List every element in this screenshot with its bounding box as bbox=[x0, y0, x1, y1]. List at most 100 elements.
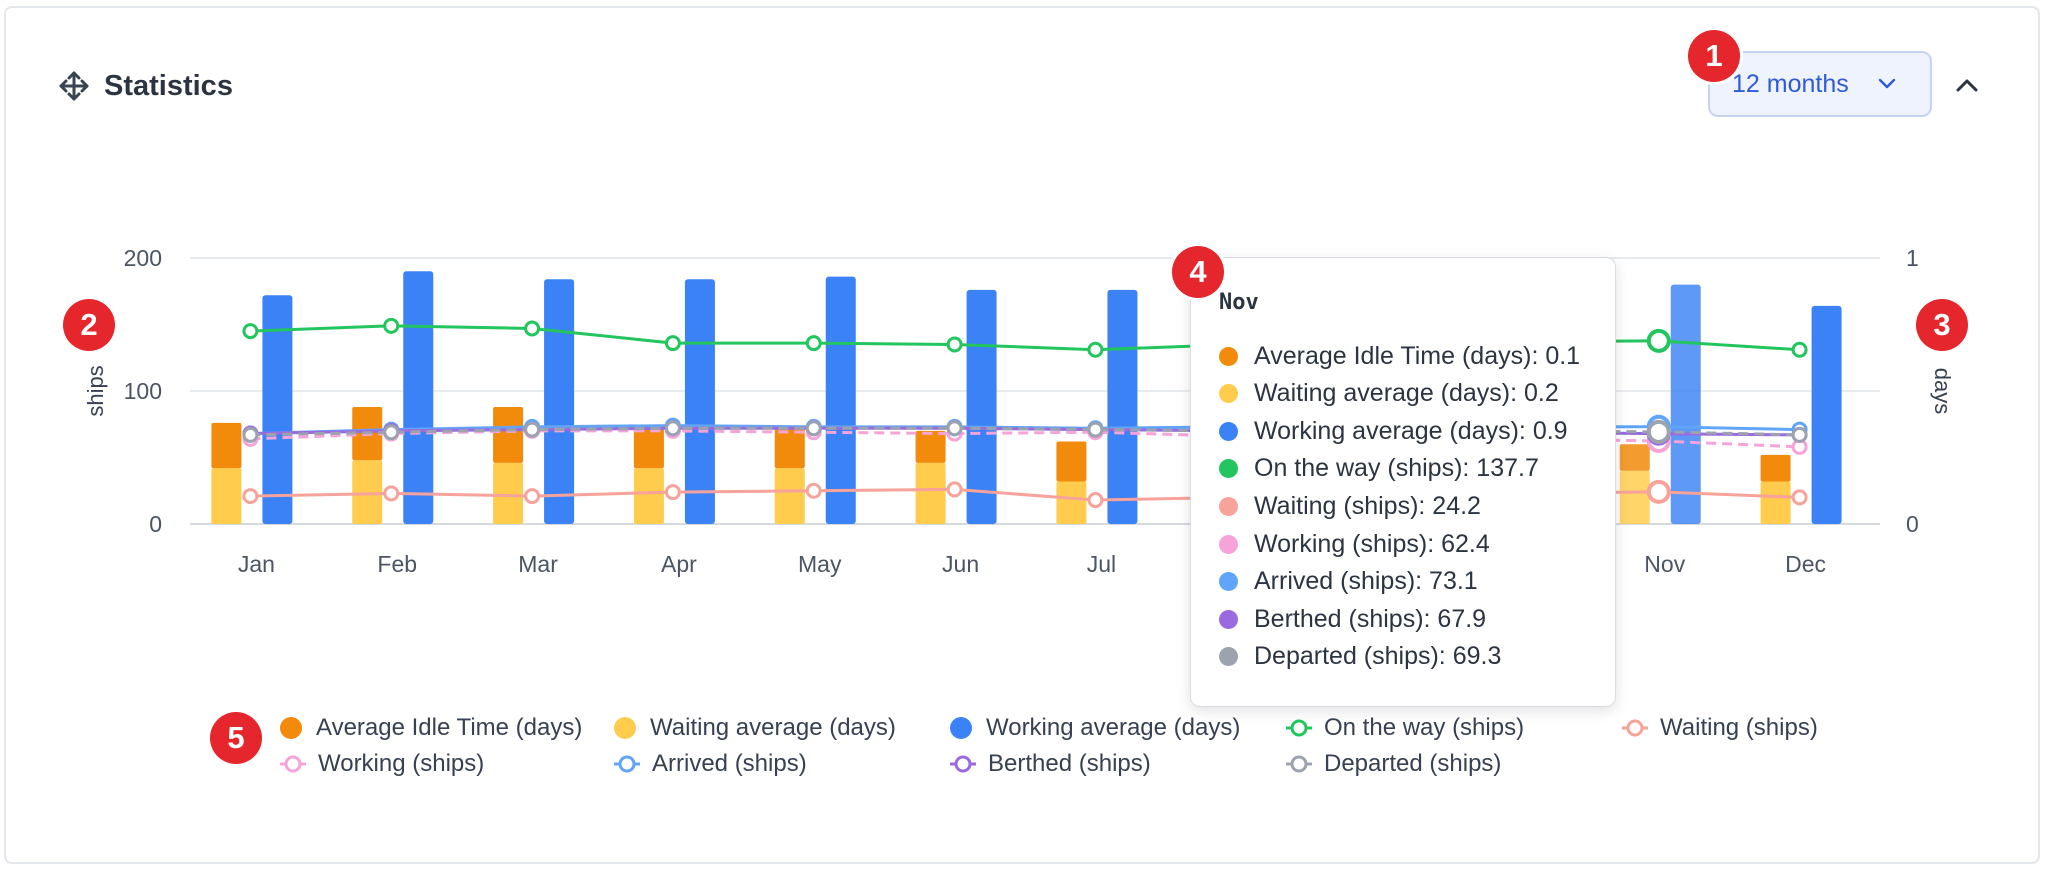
bar bbox=[684, 279, 715, 524]
data-point bbox=[805, 482, 822, 499]
legend-label: Working (ships) bbox=[318, 750, 485, 777]
y-right-tick-label: 0 bbox=[1906, 511, 1919, 537]
data-point bbox=[664, 420, 681, 437]
data-point bbox=[664, 335, 681, 352]
legend-marker-line bbox=[280, 755, 306, 773]
data-point bbox=[664, 484, 681, 501]
tooltip-series-dot bbox=[1219, 346, 1238, 366]
bar bbox=[915, 430, 946, 463]
bar bbox=[1760, 454, 1791, 482]
tooltip-series-dot bbox=[1219, 647, 1238, 667]
bar bbox=[915, 462, 946, 524]
bar bbox=[1619, 470, 1650, 524]
chevron-down-icon bbox=[1878, 77, 1896, 95]
legend-marker-dot bbox=[614, 717, 636, 739]
bar bbox=[774, 428, 805, 469]
badge-1: 1 bbox=[1688, 30, 1740, 82]
x-tick-label: Feb bbox=[377, 551, 417, 577]
legend-item[interactable]: Waiting (ships) bbox=[1622, 711, 1818, 745]
bar bbox=[211, 422, 242, 469]
collapse-button[interactable] bbox=[1950, 68, 1984, 102]
x-tick-label: Apr bbox=[661, 551, 697, 577]
x-tick-label: May bbox=[798, 551, 842, 577]
bar bbox=[633, 468, 664, 524]
data-point bbox=[1791, 426, 1808, 443]
data-point bbox=[242, 488, 259, 505]
tooltip-series-dot bbox=[1219, 421, 1238, 441]
x-tick-label: Jul bbox=[1087, 551, 1116, 577]
badge-2: 2 bbox=[63, 299, 115, 351]
bar bbox=[493, 462, 524, 524]
legend-marker-line bbox=[1286, 755, 1312, 773]
bar bbox=[1760, 481, 1791, 524]
data-point bbox=[946, 420, 963, 437]
data-point bbox=[1646, 419, 1671, 444]
data-point bbox=[524, 421, 541, 438]
tooltip-row-text: Departed (ships): 69.3 bbox=[1254, 642, 1502, 671]
legend-label: Working average (days) bbox=[986, 714, 1241, 741]
bar bbox=[403, 271, 434, 524]
tooltip-row: Departed (ships): 69.3 bbox=[1219, 639, 1501, 675]
chart-tooltip: Nov Average Idle Time (days): 0.1 Waiting… bbox=[1190, 257, 1616, 707]
legend-item[interactable]: Arrived (ships) bbox=[614, 747, 807, 781]
bar bbox=[544, 279, 575, 524]
tooltip-row-text: Berthed (ships): 67.9 bbox=[1254, 604, 1487, 633]
bar bbox=[1811, 305, 1842, 524]
tooltip-row-text: Waiting (ships): 24.2 bbox=[1254, 491, 1481, 520]
data-point bbox=[383, 317, 400, 334]
bar bbox=[774, 468, 805, 524]
tooltip-row-text: Average Idle Time (days): 0.1 bbox=[1254, 341, 1581, 370]
move-arrows-icon[interactable] bbox=[58, 70, 90, 102]
y-left-axis-title: ships bbox=[83, 365, 108, 416]
data-point bbox=[805, 335, 822, 352]
range-select[interactable]: 12 months bbox=[1708, 51, 1932, 117]
data-point bbox=[524, 488, 541, 505]
tooltip-row: Waiting (ships): 24.2 bbox=[1219, 488, 1481, 524]
data-point bbox=[1791, 489, 1808, 506]
data-point bbox=[1087, 421, 1104, 438]
tooltip-row: Waiting average (days): 0.2 bbox=[1219, 376, 1559, 412]
legend-label: Average Idle Time (days) bbox=[316, 714, 583, 741]
legend-label: Waiting (ships) bbox=[1660, 714, 1818, 741]
bar bbox=[211, 468, 242, 524]
y-left-tick-label: 0 bbox=[149, 511, 162, 537]
card-title: Statistics bbox=[104, 69, 233, 102]
tooltip-row: Berthed (ships): 67.9 bbox=[1219, 601, 1486, 637]
tooltip-title: Nov bbox=[1219, 290, 1259, 315]
tooltip-row-text: Waiting average (days): 0.2 bbox=[1254, 379, 1559, 408]
legend-item[interactable]: Working (ships) bbox=[280, 747, 484, 781]
data-point bbox=[1646, 328, 1671, 353]
tooltip-series-dot bbox=[1219, 496, 1238, 516]
data-point bbox=[524, 320, 541, 337]
x-tick-label: Dec bbox=[1785, 551, 1826, 577]
bar bbox=[1670, 284, 1701, 524]
range-select-value: 12 months bbox=[1732, 69, 1849, 98]
tooltip-row: Average Idle Time (days): 0.1 bbox=[1219, 338, 1580, 374]
tooltip-row: Arrived (ships): 73.1 bbox=[1219, 564, 1478, 600]
legend-marker-dot bbox=[950, 717, 972, 739]
chevron-up-icon bbox=[1950, 79, 1984, 106]
legend-item[interactable]: Working average (days) bbox=[950, 711, 1240, 745]
data-point bbox=[242, 426, 259, 443]
x-tick-label: Mar bbox=[518, 551, 558, 577]
tooltip-series-dot bbox=[1219, 459, 1238, 479]
legend-marker-line bbox=[614, 755, 640, 773]
data-point bbox=[946, 481, 963, 498]
badge-3: 3 bbox=[1916, 299, 1968, 351]
legend-item[interactable]: Waiting average (days) bbox=[614, 711, 896, 745]
tooltip-row-text: Arrived (ships): 73.1 bbox=[1254, 567, 1478, 596]
legend-label: On the way (ships) bbox=[1324, 714, 1525, 741]
y-right-axis-title: days bbox=[1930, 368, 1955, 414]
legend-item[interactable]: On the way (ships) bbox=[1286, 711, 1524, 745]
legend-item[interactable]: Berthed (ships) bbox=[950, 747, 1151, 781]
legend-label: Arrived (ships) bbox=[652, 750, 807, 777]
legend-item[interactable]: Departed (ships) bbox=[1286, 747, 1501, 781]
data-point bbox=[242, 323, 259, 340]
legend-label: Departed (ships) bbox=[1324, 750, 1502, 777]
card-header: Statistics bbox=[58, 64, 233, 108]
legend-marker-line bbox=[1622, 719, 1648, 737]
legend-marker-line bbox=[1286, 719, 1312, 737]
legend-item[interactable]: Average Idle Time (days) bbox=[280, 711, 582, 745]
x-tick-label: Jun bbox=[942, 551, 979, 577]
bar bbox=[1619, 444, 1650, 471]
